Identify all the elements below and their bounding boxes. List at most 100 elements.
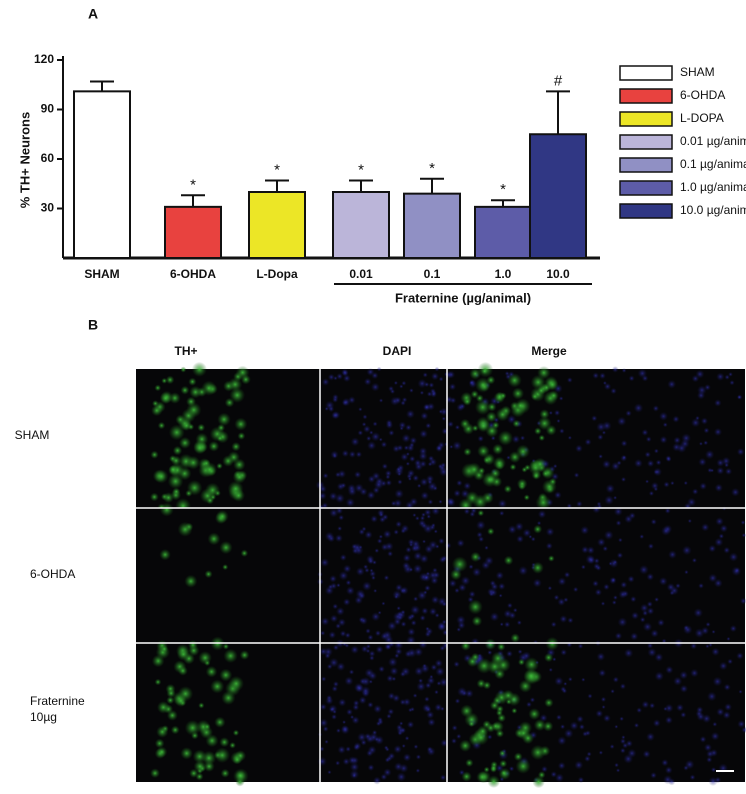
nucleus (329, 614, 339, 623)
bar (403, 192, 461, 259)
neuron (485, 411, 497, 423)
neuron (159, 502, 174, 517)
nucleus (608, 561, 613, 566)
nucleus (592, 504, 601, 514)
neuron (484, 638, 497, 651)
nucleus (370, 431, 381, 442)
neuron (530, 374, 546, 390)
neuron (492, 443, 504, 455)
nucleus (662, 422, 668, 428)
nucleus (594, 588, 603, 596)
neuron (186, 396, 197, 407)
nucleus (702, 714, 712, 724)
neuron (498, 749, 506, 757)
nucleus (434, 703, 443, 712)
nucleus (516, 620, 522, 626)
nucleus (363, 564, 369, 570)
nucleus (404, 735, 410, 741)
neuron (166, 688, 176, 699)
nucleus (569, 721, 579, 731)
neuron (222, 455, 234, 467)
nucleus (638, 564, 649, 575)
nucleus (628, 512, 636, 520)
neuron (154, 678, 162, 686)
nucleus (393, 380, 399, 386)
nucleus (320, 630, 326, 636)
nucleus (444, 542, 452, 550)
nucleus (395, 520, 403, 528)
nucleus (603, 583, 610, 591)
nucleus (338, 570, 349, 581)
nucleus (596, 537, 606, 547)
neuron (180, 747, 193, 760)
neuron (471, 615, 483, 627)
nucleus (691, 488, 699, 495)
neuron (160, 645, 169, 653)
nucleus (664, 507, 671, 514)
nucleus (437, 621, 447, 631)
nucleus (360, 685, 371, 696)
x-tick-label: L-Dopa (256, 267, 298, 281)
neuron (149, 492, 159, 502)
nucleus (378, 516, 386, 523)
significance-mark: * (429, 160, 435, 177)
neuron (220, 768, 230, 778)
nucleus (327, 373, 335, 381)
nucleus (367, 701, 374, 709)
nucleus (348, 396, 356, 404)
nucleus (335, 506, 344, 515)
nucleus (646, 607, 655, 615)
neuron (511, 707, 518, 714)
nucleus (715, 517, 724, 526)
nucleus (620, 581, 628, 589)
nucleus (664, 766, 673, 775)
nucleus (615, 768, 621, 773)
nucleus (453, 489, 462, 498)
nucleus (418, 519, 426, 528)
nucleus (415, 754, 422, 760)
nucleus (454, 424, 461, 430)
neuron (232, 754, 242, 765)
nucleus (609, 744, 615, 750)
nucleus (426, 710, 435, 719)
nucleus (646, 732, 655, 742)
nucleus (412, 474, 420, 482)
nucleus (439, 407, 449, 417)
nucleus (419, 477, 429, 487)
nucleus (351, 543, 358, 550)
nucleus (342, 564, 352, 574)
neuron (459, 418, 471, 429)
nucleus (610, 387, 617, 395)
nucleus (499, 622, 504, 627)
x-tick-label: SHAM (84, 267, 119, 281)
nucleus (427, 479, 433, 485)
nucleus (393, 529, 400, 535)
neuron (176, 647, 191, 661)
nucleus (410, 544, 419, 553)
x-tick-label: 6-OHDA (170, 267, 216, 281)
nucleus (642, 622, 653, 632)
group-label: Fraternine (µg/animal) (395, 290, 531, 305)
nucleus (740, 597, 746, 605)
nucleus (372, 421, 378, 427)
nucleus (412, 513, 417, 518)
nucleus (456, 539, 465, 548)
nucleus (382, 529, 392, 539)
nucleus (741, 532, 746, 538)
nucleus (434, 366, 440, 372)
nucleus (335, 728, 341, 734)
neuron (483, 456, 491, 464)
neuron (186, 480, 203, 496)
neuron (239, 650, 250, 660)
neuron (154, 384, 162, 392)
neuron (548, 390, 559, 401)
nucleus (612, 559, 618, 565)
nucleus (401, 743, 406, 749)
nucleus (654, 597, 660, 603)
nucleus (438, 466, 449, 477)
nucleus (708, 544, 717, 553)
neuron (180, 366, 187, 373)
neuron (188, 377, 197, 386)
nucleus (639, 603, 649, 613)
nucleus (393, 762, 403, 772)
